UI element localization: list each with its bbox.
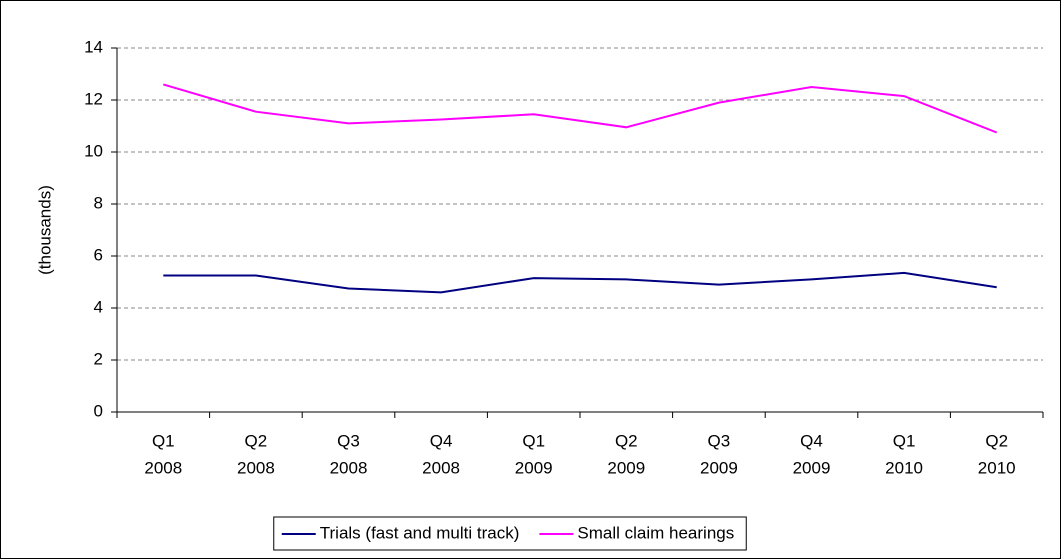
x-tick-label: 2009 — [607, 458, 645, 477]
x-tick-label: Q3 — [337, 431, 360, 450]
x-tick-label: 2009 — [793, 458, 831, 477]
y-tick-label: 6 — [94, 245, 103, 264]
y-tick-label: 8 — [94, 193, 103, 212]
x-tick-label: Q3 — [708, 431, 731, 450]
x-tick-label: 2008 — [144, 458, 182, 477]
y-tick-label: 4 — [94, 297, 103, 316]
y-axis-label: (thousands) — [35, 185, 54, 275]
legend-label: Small claim hearings — [577, 523, 734, 542]
y-tick-label: 0 — [94, 401, 103, 420]
x-tick-label: Q4 — [430, 431, 453, 450]
legend: Trials (fast and multi track) Small claim… — [273, 516, 747, 551]
x-tick-label: 2008 — [422, 458, 460, 477]
x-tick-label: 2009 — [700, 458, 738, 477]
x-tick-label: 2010 — [978, 458, 1016, 477]
x-tick-label: 2010 — [885, 458, 923, 477]
x-tick-label: Q1 — [152, 431, 175, 450]
x-tick-label: 2008 — [237, 458, 275, 477]
series-line — [163, 83, 998, 134]
x-tick-label: Q1 — [893, 431, 916, 450]
y-tick-label: 10 — [84, 141, 103, 160]
x-tick-label: Q2 — [985, 431, 1008, 450]
legend-label: Trials (fast and multi track) — [320, 523, 520, 542]
series-line — [163, 271, 997, 294]
y-tick-label: 12 — [84, 89, 103, 108]
x-tick-label: Q4 — [800, 431, 823, 450]
y-tick-label: 14 — [84, 37, 103, 56]
x-tick-label: Q2 — [245, 431, 268, 450]
x-tick-label: Q1 — [522, 431, 545, 450]
x-tick-label: 2008 — [330, 458, 368, 477]
x-tick-label: Q2 — [615, 431, 638, 450]
legend-box — [273, 516, 747, 551]
y-tick-label: 2 — [94, 349, 103, 368]
x-tick-label: 2009 — [515, 458, 553, 477]
